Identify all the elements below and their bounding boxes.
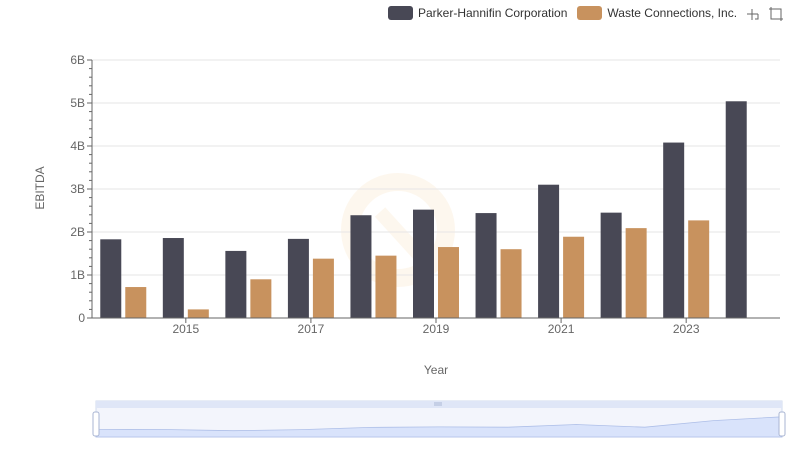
x-tick-label: 2015 [172, 322, 199, 336]
bar-parker-hannifin-2015[interactable] [162, 238, 184, 318]
legend-swatch [577, 6, 603, 20]
bar-waste-connections-2022[interactable] [625, 228, 647, 318]
bar-waste-connections-2018[interactable] [375, 255, 397, 318]
y-tick-label: 2B [70, 225, 85, 239]
x-axis-title: Year [423, 363, 449, 377]
slider-handle-left[interactable] [92, 411, 100, 437]
bar-parker-hannifin-2020[interactable] [475, 213, 497, 318]
y-tick-label: 4B [70, 139, 85, 153]
y-tick-label: 6B [70, 53, 85, 67]
bar-waste-connections-2015[interactable] [187, 309, 209, 318]
bar-parker-hannifin-2023[interactable] [663, 142, 685, 318]
legend-item[interactable]: Waste Connections, Inc. [577, 6, 737, 20]
bar-waste-connections-2017[interactable] [312, 258, 334, 318]
y-tick-label: 1B [70, 268, 85, 282]
x-tick-label: 2019 [423, 322, 450, 336]
toolbox [746, 6, 784, 22]
bar-waste-connections-2019[interactable] [438, 247, 459, 318]
y-tick-label: 5B [70, 96, 85, 110]
bar-waste-connections-2023[interactable] [688, 220, 710, 318]
slider-handle-right[interactable] [778, 411, 786, 437]
bar-parker-hannifin-2019[interactable] [413, 209, 434, 318]
slider-grip[interactable] [434, 402, 442, 406]
legend-label: Parker-Hannifin Corporation [418, 6, 568, 20]
restore-icon[interactable] [768, 6, 784, 22]
bar-waste-connections-2014[interactable] [125, 287, 147, 318]
bar-parker-hannifin-2016[interactable] [225, 250, 247, 318]
slider-preview-area [95, 416, 783, 438]
legend-swatch [388, 6, 413, 20]
legend: Parker-Hannifin Corporation Waste Connect… [388, 4, 737, 22]
bar-waste-connections-2020[interactable] [500, 249, 522, 318]
x-tick-label: 2023 [673, 322, 700, 336]
bar-parker-hannifin-2018[interactable] [350, 215, 372, 318]
bar-parker-hannifin-2014[interactable] [100, 239, 122, 318]
x-tick-label: 2021 [548, 322, 575, 336]
y-axis-title: EBITDA [33, 166, 47, 210]
y-tick-label: 0 [78, 311, 85, 325]
legend-label: Waste Connections, Inc. [607, 6, 738, 20]
bar-parker-hannifin-2017[interactable] [287, 238, 309, 318]
bar-waste-connections-2016[interactable] [250, 279, 272, 318]
bar-parker-hannifin-2021[interactable] [538, 184, 560, 318]
bar-waste-connections-2021[interactable] [563, 236, 585, 318]
bar-parker-hannifin-2022[interactable] [600, 212, 622, 318]
x-tick-label: 2017 [298, 322, 325, 336]
y-tick-label: 3B [70, 182, 85, 196]
legend-item[interactable]: Parker-Hannifin Corporation [388, 6, 567, 20]
zoom-icon[interactable] [746, 6, 762, 22]
bar-parker-hannifin-2024[interactable] [725, 101, 747, 318]
datazoom-slider[interactable] [92, 400, 786, 438]
